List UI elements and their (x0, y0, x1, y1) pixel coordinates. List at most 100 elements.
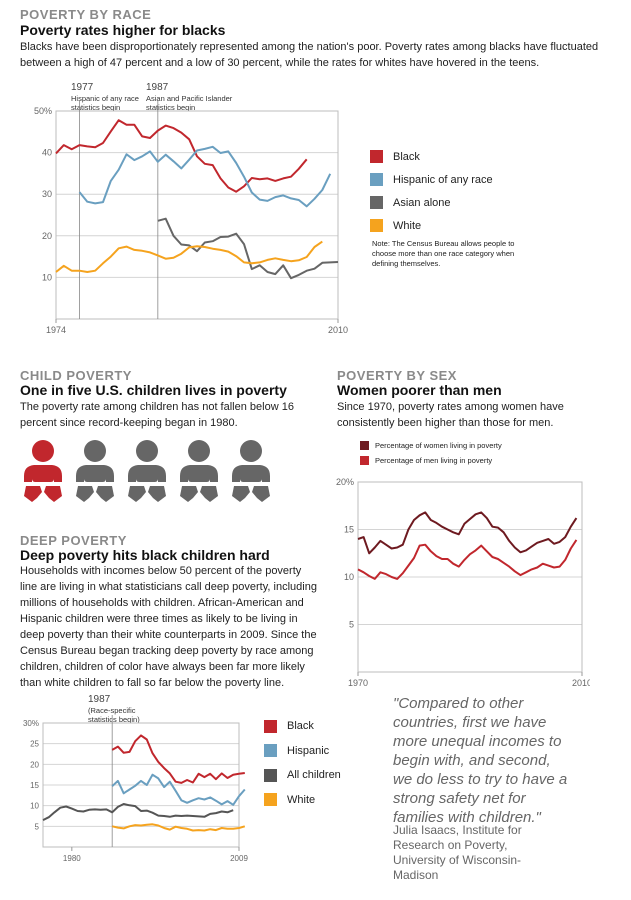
deep-annotation-year: 1987 (88, 694, 111, 705)
y-tick-label: 5 (349, 620, 354, 630)
sex-legend: Percentage of women living in poverty Pe… (360, 438, 502, 468)
series-line-hispanic-of-any-race (78, 145, 332, 208)
quote-attribution: Julia Isaacs, Institute for Research on … (393, 823, 522, 882)
series-line-all-children (42, 803, 234, 821)
child-icons (20, 440, 280, 506)
deep-legend-swatch-all (264, 768, 277, 782)
deep-legend-label-black: Black (287, 720, 314, 733)
sex-legend-swatch-men (360, 456, 369, 465)
sex-legend-label-men: Percentage of men living in poverty (375, 456, 493, 465)
y-tick-label: 10 (30, 802, 39, 811)
legend-item-asian: Asian alone (370, 191, 493, 214)
series-line-percentage-of-women-living-in-poverty (357, 511, 578, 555)
legend-item-hispanic: Hispanic of any race (370, 168, 493, 191)
legend-swatch-black (370, 150, 383, 163)
y-tick-label: 20 (30, 760, 39, 769)
plot-frame (42, 722, 240, 848)
sex-legend-swatch-women (360, 441, 369, 450)
legend-swatch-white (370, 219, 383, 232)
deep-legend-label-all: All children (287, 769, 341, 782)
pull-quote: "Compared to other countries, first we h… (393, 695, 568, 826)
plot-frame (55, 110, 339, 320)
plot-frame (357, 481, 583, 673)
child-icon (232, 440, 270, 502)
deep-headline: Deep poverty hits black children hard (20, 547, 270, 563)
sex-legend-item-women: Percentage of women living in poverty (360, 438, 502, 453)
child-icon (180, 440, 218, 502)
y-tick-label: 10 (344, 572, 354, 582)
y-tick-label: 50% (34, 106, 52, 116)
legend-item-black: Black (370, 145, 493, 168)
annotation-1987-text: Asian and Pacific Islander statistics be… (146, 94, 233, 112)
child-icon (24, 440, 62, 502)
x-tick-label: 2010 (328, 325, 348, 335)
y-tick-label: 15 (344, 525, 354, 535)
annotation-1987-year: 1987 (146, 82, 169, 93)
x-tick-label: 2010 (572, 678, 590, 688)
y-tick-label: 20% (336, 477, 354, 487)
y-tick-label: 30% (23, 719, 39, 728)
child-icon (76, 440, 114, 502)
y-tick-label: 15 (30, 781, 39, 790)
sex-legend-label-women: Percentage of women living in poverty (375, 441, 502, 450)
child-body: The poverty rate among children has not … (20, 401, 294, 429)
deep-body: Households with incomes below 50 percent… (20, 565, 317, 689)
race-legend: Black Hispanic of any race Asian alone W… (370, 145, 493, 237)
child-icon (128, 440, 166, 502)
deep-legend-swatch-white (264, 793, 277, 807)
sex-kicker: POVERTY BY SEX (337, 368, 457, 383)
y-tick-label: 25 (30, 740, 39, 749)
race-kicker: POVERTY BY RACE (20, 7, 152, 22)
deep-legend-item-hispanic: Hispanic (264, 739, 341, 764)
annotation-1987: 1987 Asian and Pacific Islander statisti… (146, 82, 236, 112)
series-line-asian-alone (157, 217, 339, 280)
deep-kicker: DEEP POVERTY (20, 533, 127, 548)
series-line-black (111, 734, 245, 784)
sex-legend-item-men: Percentage of men living in poverty (360, 453, 502, 468)
child-headline: One in five U.S. children lives in pover… (20, 382, 287, 398)
x-tick-label: 1970 (348, 678, 368, 688)
series-line-white (111, 823, 246, 832)
legend-label-white: White (393, 219, 422, 232)
deep-annotation: 1987 (Race-specific statistics begin) (88, 694, 158, 724)
y-tick-label: 30 (42, 189, 52, 199)
legend-label-asian: Asian alone (393, 196, 451, 209)
x-tick-label: 1980 (63, 854, 81, 863)
deep-chart: 30% 25 20 15 10 5 1980 2009 (23, 715, 248, 863)
deep-legend: Black Hispanic All children White (264, 714, 341, 812)
sex-body: Since 1970, poverty rates among women ha… (337, 401, 564, 429)
sex-chart: 20% 15 10 5 1970 2010 (336, 477, 590, 688)
series-line-percentage-of-men-living-in-poverty (357, 539, 578, 580)
deep-legend-item-white: White (264, 788, 341, 813)
race-body: Blacks have been disproportionately repr… (20, 41, 599, 69)
x-tick-label: 2009 (230, 854, 248, 863)
deep-legend-item-black: Black (264, 714, 341, 739)
series-line-hispanic (111, 773, 246, 806)
series-line-black (55, 119, 308, 193)
legend-swatch-asian (370, 196, 383, 209)
deep-annotation-text: (Race-specific statistics begin) (88, 706, 140, 724)
deep-legend-swatch-black (264, 719, 277, 733)
annotation-1977-text: Hispanic of any race statistics begin (71, 94, 139, 112)
y-tick-label: 40 (42, 148, 52, 158)
y-tick-label: 20 (42, 231, 52, 241)
y-tick-label: 5 (35, 822, 40, 831)
legend-swatch-hispanic (370, 173, 383, 186)
deep-legend-item-all: All children (264, 763, 341, 788)
legend-item-white: White (370, 214, 493, 237)
series-line-white (55, 240, 323, 273)
deep-legend-swatch-hispanic (264, 744, 277, 758)
annotation-1977: 1977 Hispanic of any race statistics beg… (71, 82, 156, 112)
x-tick-label: 1974 (46, 325, 66, 335)
legend-label-hispanic: Hispanic of any race (393, 173, 493, 186)
child-kicker: CHILD POVERTY (20, 368, 132, 383)
legend-label-black: Black (393, 150, 420, 163)
annotation-1977-year: 1977 (71, 82, 94, 93)
sex-headline: Women poorer than men (337, 382, 502, 398)
race-headline: Poverty rates higher for blacks (20, 22, 226, 38)
deep-legend-label-white: White (287, 793, 316, 806)
deep-legend-label-hispanic: Hispanic (287, 744, 330, 757)
race-note: Note: The Census Bureau allows people to… (372, 239, 515, 268)
y-tick-label: 10 (42, 272, 52, 282)
